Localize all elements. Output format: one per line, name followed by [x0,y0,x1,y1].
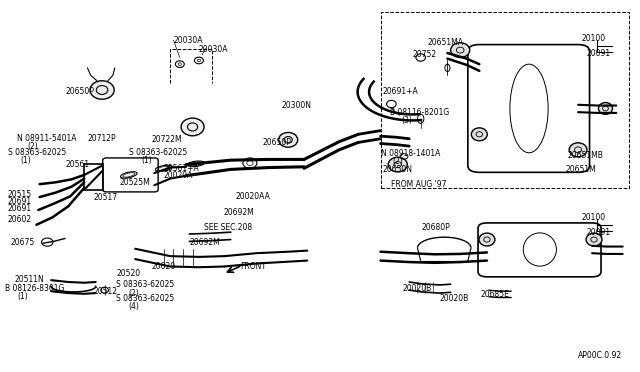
Ellipse shape [479,233,495,246]
Text: S 08363-62025: S 08363-62025 [116,280,174,289]
Text: B 08116-8201G: B 08116-8201G [390,108,449,117]
Text: FRONT: FRONT [241,262,266,271]
Text: AP00C.0.92: AP00C.0.92 [578,350,622,360]
Text: 20692M: 20692M [189,238,220,247]
Text: 20525M: 20525M [119,178,150,187]
Text: 20300N: 20300N [282,101,312,110]
Text: 20561+A: 20561+A [164,164,200,173]
Text: 20100: 20100 [581,213,605,222]
Text: (1): (1) [20,156,31,166]
Text: B 08126-8301G: B 08126-8301G [4,284,64,293]
Text: 20020: 20020 [151,262,175,271]
Text: 20675: 20675 [11,238,35,247]
Text: N 08911-5401A: N 08911-5401A [17,134,77,142]
Text: (2): (2) [27,142,38,151]
Ellipse shape [451,43,470,58]
Text: 20020AA: 20020AA [236,192,271,201]
Text: S 08363-62025: S 08363-62025 [129,148,187,157]
Text: S 08363-62025: S 08363-62025 [8,148,66,157]
Text: 20511N: 20511N [14,275,44,283]
Text: 20685E: 20685E [481,291,509,299]
Text: (3): (3) [401,116,412,125]
Text: 20520: 20520 [116,269,140,278]
Text: 20722M: 20722M [151,135,182,144]
Text: 20020B: 20020B [403,284,432,293]
Text: 20680P: 20680P [422,223,451,232]
Text: (2): (2) [392,157,403,166]
Text: 20691: 20691 [8,204,32,214]
Bar [84,164,103,190]
Text: (4): (4) [129,302,140,311]
Text: 20561: 20561 [65,160,89,169]
Text: 20712P: 20712P [88,134,116,142]
Text: (2): (2) [129,289,140,298]
Text: 20030A: 20030A [173,36,203,45]
Ellipse shape [569,143,587,157]
Text: FROM AUG '97: FROM AUG '97 [392,180,447,189]
Text: 20651MB: 20651MB [567,151,603,160]
Text: SEE SEC.208: SEE SEC.208 [204,223,252,232]
Text: 20692M: 20692M [223,208,254,217]
Text: N 08918-1401A: N 08918-1401A [381,149,440,158]
Text: (1): (1) [17,292,28,301]
Text: 20030A: 20030A [199,45,228,54]
Text: 20650P: 20650P [262,138,292,147]
Text: 20020B: 20020B [440,294,469,303]
Text: 20512: 20512 [94,287,118,296]
Text: 20517: 20517 [94,193,118,202]
Ellipse shape [181,118,204,136]
Text: 20091: 20091 [586,49,611,58]
Text: 20691+A: 20691+A [383,87,418,96]
Text: 20020A: 20020A [164,171,193,180]
Ellipse shape [471,128,487,141]
Ellipse shape [586,233,602,246]
Text: 20752: 20752 [412,51,436,60]
Text: 20602: 20602 [8,215,32,224]
Text: 20651M: 20651M [565,165,596,174]
Text: 20691: 20691 [8,197,32,206]
Text: 20515: 20515 [8,190,32,199]
Text: 20100: 20100 [581,34,605,43]
Ellipse shape [388,157,407,172]
Ellipse shape [90,81,114,99]
Text: 20091: 20091 [586,228,611,237]
Text: 20650P: 20650P [65,87,94,96]
Bar [381,13,629,188]
Ellipse shape [278,132,298,147]
Text: 20651MA: 20651MA [427,38,463,46]
Ellipse shape [598,103,612,114]
Text: 20650N: 20650N [383,165,412,174]
Text: (1): (1) [141,156,152,166]
Text: S 08363-62025: S 08363-62025 [116,294,174,303]
